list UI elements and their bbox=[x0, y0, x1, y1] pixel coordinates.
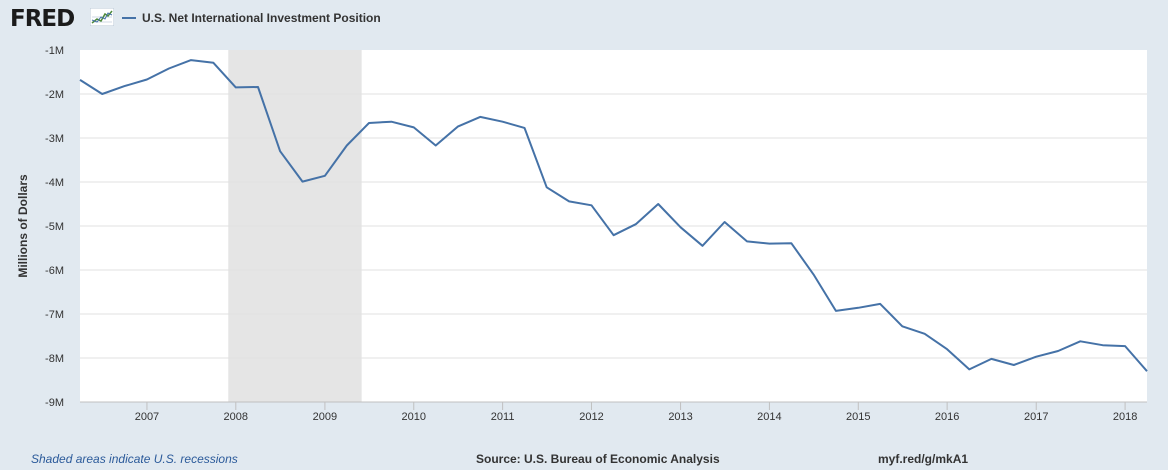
data-point bbox=[612, 233, 616, 237]
x-tick-label: 2010 bbox=[402, 411, 426, 423]
data-point bbox=[389, 120, 393, 124]
x-tick-label: 2013 bbox=[668, 411, 692, 423]
x-tick-label: 2008 bbox=[224, 411, 248, 423]
legend: U.S. Net International Investment Positi… bbox=[122, 11, 381, 25]
data-point bbox=[501, 120, 505, 124]
data-point bbox=[1101, 343, 1105, 347]
data-point bbox=[634, 222, 638, 226]
y-tick-label: -5M bbox=[45, 221, 64, 233]
x-tick-label: 2012 bbox=[579, 411, 603, 423]
data-point bbox=[145, 77, 149, 81]
data-point bbox=[256, 85, 260, 89]
x-tick-label: 2007 bbox=[135, 411, 159, 423]
source-note: Source: U.S. Bureau of Economic Analysis bbox=[476, 452, 720, 466]
y-tick-label: -7M bbox=[45, 309, 64, 321]
data-point bbox=[523, 126, 527, 130]
y-axis-labels: -1M -2M -3M -4M -5M -6M -7M -8M -9M bbox=[45, 45, 64, 409]
x-tick-label: 2018 bbox=[1113, 411, 1137, 423]
legend-label: U.S. Net International Investment Positi… bbox=[142, 11, 381, 25]
y-tick-label: -3M bbox=[45, 133, 64, 145]
line-graph-icon bbox=[90, 8, 114, 26]
data-point bbox=[723, 220, 727, 224]
y-tick-label: -2M bbox=[45, 89, 64, 101]
data-point bbox=[789, 241, 793, 245]
chart-header: FRED U.S. Net International Investment P… bbox=[0, 0, 1168, 40]
x-tick-label: 2014 bbox=[757, 411, 781, 423]
series-line-path bbox=[79, 59, 1148, 372]
data-point bbox=[123, 84, 127, 88]
y-tick-label: -9M bbox=[45, 397, 64, 409]
x-tick-label: 2017 bbox=[1024, 411, 1048, 423]
data-point bbox=[1078, 339, 1082, 343]
x-tick-label: 2016 bbox=[935, 411, 959, 423]
legend-swatch bbox=[122, 17, 136, 19]
recession-note: Shaded areas indicate U.S. recessions bbox=[31, 452, 238, 466]
data-point bbox=[967, 367, 971, 371]
data-point bbox=[456, 125, 460, 129]
data-point bbox=[1034, 355, 1038, 359]
y-axis-title: Millions of Dollars bbox=[16, 174, 30, 278]
data-point bbox=[545, 185, 549, 189]
data-point bbox=[301, 180, 305, 184]
x-tick-label: 2011 bbox=[491, 411, 515, 423]
data-point bbox=[1123, 344, 1127, 348]
y-tick-label: -1M bbox=[45, 45, 64, 57]
data-point bbox=[767, 242, 771, 246]
gridlines bbox=[80, 93, 1147, 359]
data-point bbox=[278, 149, 282, 153]
data-point bbox=[878, 302, 882, 306]
data-point bbox=[323, 174, 327, 178]
data-point bbox=[567, 199, 571, 203]
data-point bbox=[78, 78, 82, 82]
fred-logo[interactable]: FRED bbox=[10, 6, 75, 32]
data-point bbox=[945, 347, 949, 351]
data-point bbox=[589, 203, 593, 207]
data-point bbox=[1012, 363, 1016, 367]
y-tick-label: -6M bbox=[45, 265, 64, 277]
data-point bbox=[189, 58, 193, 62]
data-point bbox=[234, 85, 238, 89]
data-point bbox=[656, 202, 660, 206]
data-point bbox=[834, 309, 838, 313]
y-tick-label: -4M bbox=[45, 177, 64, 189]
data-point bbox=[478, 115, 482, 119]
data-point bbox=[745, 239, 749, 243]
data-point bbox=[700, 244, 704, 248]
data-point bbox=[811, 272, 815, 276]
short-url-link[interactable]: myf.red/g/mkA1 bbox=[878, 452, 969, 466]
data-point bbox=[923, 332, 927, 336]
data-point bbox=[412, 125, 416, 129]
data-point bbox=[345, 143, 349, 147]
data-point bbox=[1145, 369, 1149, 373]
data-point bbox=[167, 66, 171, 70]
data-point bbox=[900, 324, 904, 328]
x-tick-label: 2015 bbox=[846, 411, 870, 423]
data-point bbox=[434, 143, 438, 147]
data-point bbox=[989, 357, 993, 361]
data-point bbox=[211, 61, 215, 65]
data-point bbox=[367, 121, 371, 125]
data-point bbox=[1056, 349, 1060, 353]
data-point bbox=[856, 306, 860, 310]
x-tick-label: 2009 bbox=[313, 411, 337, 423]
y-tick-label: -8M bbox=[45, 353, 64, 365]
x-axis: 2007 2008 2009 2010 2011 2012 2013 2014 2015 2016… bbox=[80, 401, 1147, 423]
data-point bbox=[679, 225, 683, 229]
series-line bbox=[78, 58, 1149, 373]
data-point bbox=[100, 92, 104, 96]
